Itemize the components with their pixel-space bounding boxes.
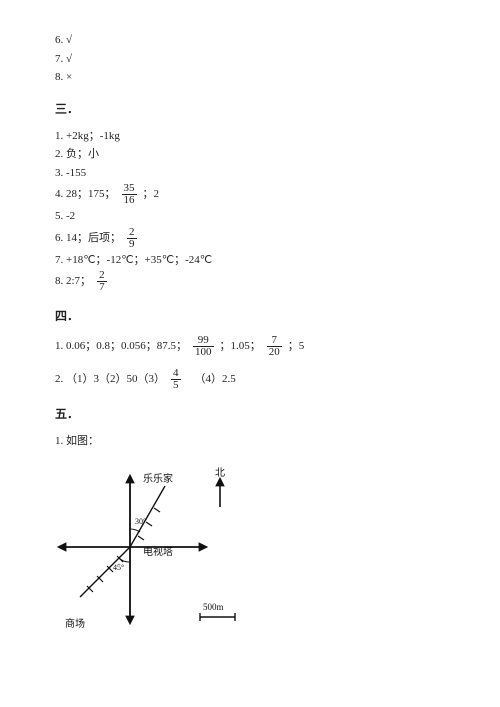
ans-line: 7. +18℃；-12℃；+35℃；-24℃ (55, 252, 445, 269)
text: 4. 28；175； (55, 186, 116, 203)
fraction: 720 (267, 335, 282, 358)
label-tower: 电视塔 (143, 545, 173, 558)
fraction: 99100 (193, 335, 214, 358)
ans-line: 2. 负；小 (55, 146, 445, 163)
check-item: 7. √ (55, 51, 445, 68)
check-item: 6. √ (55, 32, 445, 49)
check-item: 8. × (55, 69, 445, 86)
label-angle-30: 30° (135, 517, 146, 526)
section-3-title: 三． (55, 100, 445, 118)
ans-line: 3. -155 (55, 165, 445, 182)
section-5-title: 五． (55, 405, 445, 423)
fraction: 27 (97, 270, 107, 293)
check-list: 6. √ 7. √ 8. × (55, 32, 445, 86)
label-mall: 商场 (65, 617, 85, 630)
mark: √ (66, 53, 72, 65)
fraction: 29 (127, 227, 137, 250)
fraction: 3516 (122, 183, 137, 206)
ans-line: 6. 14；后项； 29 (55, 227, 445, 250)
diagram: 乐乐家 北 电视塔 商场 500m 30° 45° (45, 462, 445, 637)
section-4-title: 四． (55, 307, 445, 325)
section-5: 1. 如图： (55, 433, 445, 637)
num: 7. (55, 53, 63, 65)
label-angle-45: 45° (113, 563, 124, 572)
num: 6. (55, 34, 63, 46)
num: 8. (55, 71, 63, 83)
label-north: 北 (215, 467, 225, 479)
ans-line: 1. 如图： (55, 433, 445, 450)
label-home: 乐乐家 (143, 472, 173, 485)
text: （4）2.5 (195, 371, 236, 388)
text: 2. （1）3（2）50（3） (55, 371, 165, 388)
ans-line: 8. 2:7； 27 (55, 270, 445, 293)
section-3: 1. +2kg；-1kg 2. 负；小 3. -155 4. 28；175； 3… (55, 128, 445, 294)
text: ；2 (143, 186, 160, 203)
ans-line: 5. -2 (55, 208, 445, 225)
text: ；5 (288, 338, 305, 355)
ans-line: 4. 28；175； 3516 ；2 (55, 183, 445, 206)
mark: × (66, 71, 72, 83)
ans-line: 2. （1）3（2）50（3） 45 （4）2.5 (55, 368, 445, 391)
label-scale: 500m (203, 602, 224, 612)
text: 1. 0.06；0.8；0.056；87.5； (55, 338, 187, 355)
text: 8. 2:7； (55, 273, 91, 290)
text: 6. 14；后项； (55, 230, 121, 247)
text: ；1.05； (220, 338, 261, 355)
mark: √ (66, 34, 72, 46)
ans-line: 1. 0.06；0.8；0.056；87.5； 99100 ；1.05； 720… (55, 335, 445, 358)
ans-line: 1. +2kg；-1kg (55, 128, 445, 145)
fraction: 45 (171, 368, 181, 391)
section-4: 1. 0.06；0.8；0.056；87.5； 99100 ；1.05； 720… (55, 335, 445, 391)
